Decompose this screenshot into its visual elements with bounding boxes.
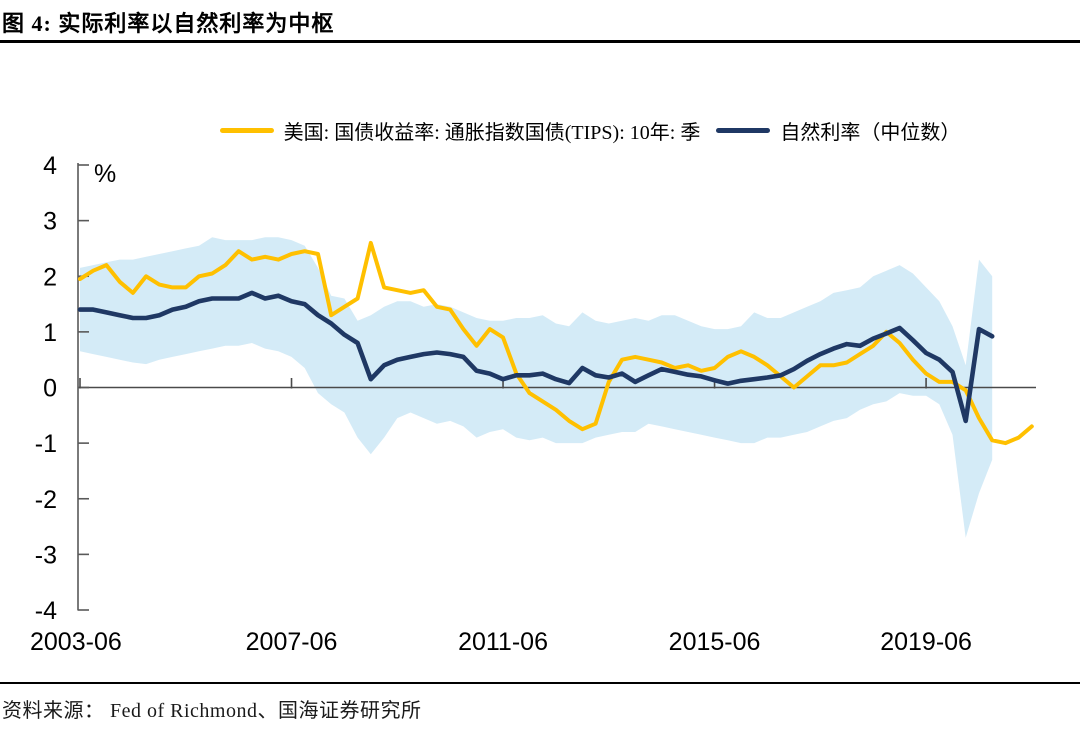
legend-label-tips: 美国: 国债收益率: 通胀指数国债(TIPS): 10年: 季 (283, 122, 701, 144)
y-axis-label: -4 (35, 597, 57, 625)
legend-swatch-natural-rate (716, 128, 771, 133)
x-axis-label: 2003-06 (30, 628, 122, 656)
y-axis-label: 4 (43, 152, 57, 180)
legend-swatch-tips (219, 128, 274, 133)
y-axis-unit-label: % (94, 160, 116, 188)
x-axis-label: 2015-06 (669, 628, 761, 656)
source-note: 资料来源： Fed of Richmond、国海证券研究所 (2, 700, 422, 722)
y-axis-label: -3 (35, 541, 57, 569)
y-axis-label: 2 (43, 263, 57, 291)
title-rule (0, 40, 1080, 43)
legend-item-natural-rate: 自然利率（中位数） (716, 116, 960, 145)
chart-legend: 美国: 国债收益率: 通胀指数国债(TIPS): 10年: 季 自然利率（中位数… (0, 116, 1080, 145)
x-axis-label: 2007-06 (246, 628, 338, 656)
tips-line (78, 240, 1034, 446)
figure-title: 图 4: 实际利率以自然利率为中枢 (2, 11, 335, 36)
x-axis-label: 2019-06 (880, 628, 972, 656)
bottom-rule (0, 682, 1080, 684)
x-axis-label: 2011-06 (458, 628, 548, 656)
y-axis-label: 0 (43, 375, 57, 403)
legend-label-natural-rate: 自然利率（中位数） (780, 122, 961, 144)
y-axis-label: 3 (43, 208, 57, 236)
y-axis-label: -1 (35, 430, 57, 458)
legend-item-tips: 美国: 国债收益率: 通胀指数国债(TIPS): 10年: 季 (219, 116, 701, 145)
natural-rate-line (77, 290, 995, 424)
y-axis-label: -2 (35, 486, 57, 514)
y-axis-label: 1 (43, 319, 57, 347)
